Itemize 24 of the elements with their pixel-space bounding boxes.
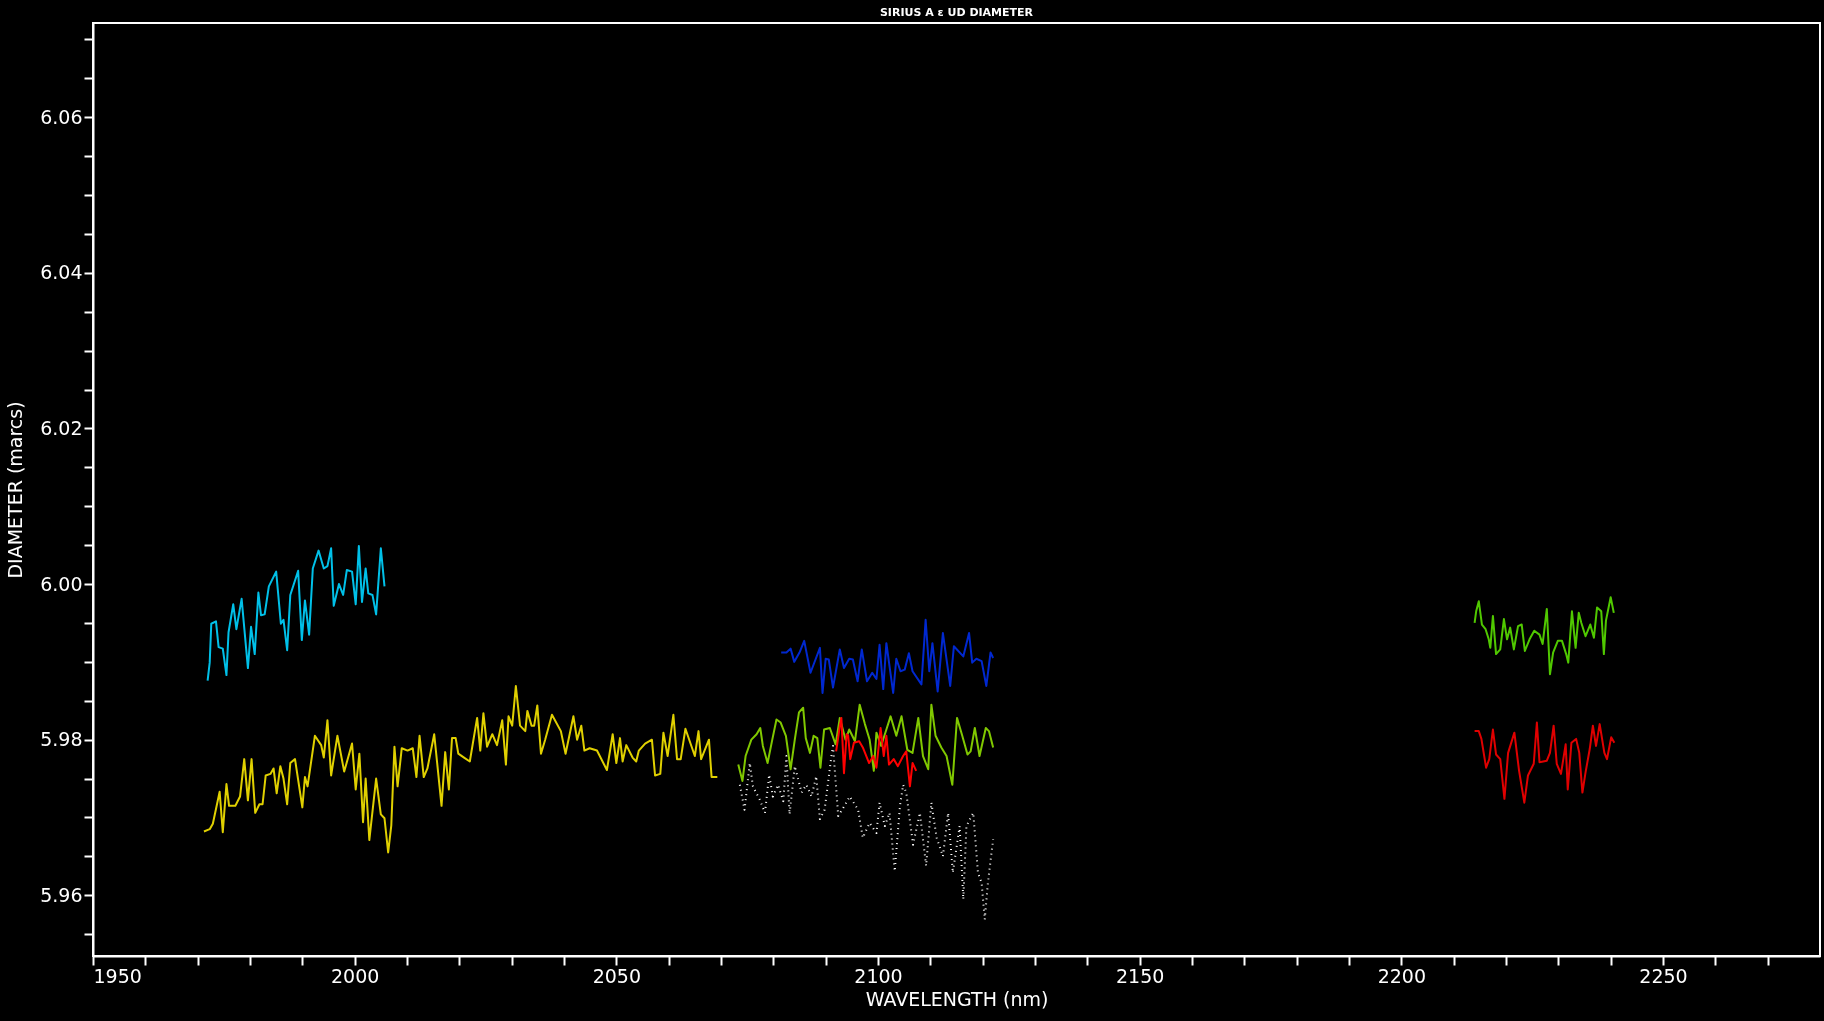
x-tick-label: 2000 <box>330 964 380 987</box>
y-tick-label: 6.02 <box>40 416 83 439</box>
x-tick-label: 2050 <box>592 964 642 987</box>
y-tick-label: 6.04 <box>40 261 83 284</box>
x-tick-label: 2150 <box>1115 964 1165 987</box>
x-tick-label: 2200 <box>1377 964 1427 987</box>
x-tick-label: 2100 <box>854 964 903 987</box>
y-tick-label: 5.96 <box>40 883 83 906</box>
x-tick-label: 1950 <box>93 964 142 987</box>
chart-title: SIRIUS A ε UD DIAMETER <box>879 6 1034 19</box>
line-series <box>835 716 918 788</box>
line-series <box>1473 721 1616 804</box>
line-series <box>206 544 386 682</box>
line-series <box>738 744 995 921</box>
line-series <box>202 684 719 854</box>
x-axis-title: WAVELENGTH (nm) <box>865 987 1049 1010</box>
line-series <box>737 703 995 786</box>
y-tick-label: 6.06 <box>40 105 83 128</box>
x-tick-label: 2250 <box>1639 964 1688 987</box>
line-series <box>780 618 995 694</box>
y-tick-label: 5.98 <box>40 728 83 751</box>
y-axis-title: DIAMETER (marcs) <box>4 401 27 579</box>
y-tick-label: 6.00 <box>40 572 83 595</box>
line-series <box>1473 596 1615 676</box>
